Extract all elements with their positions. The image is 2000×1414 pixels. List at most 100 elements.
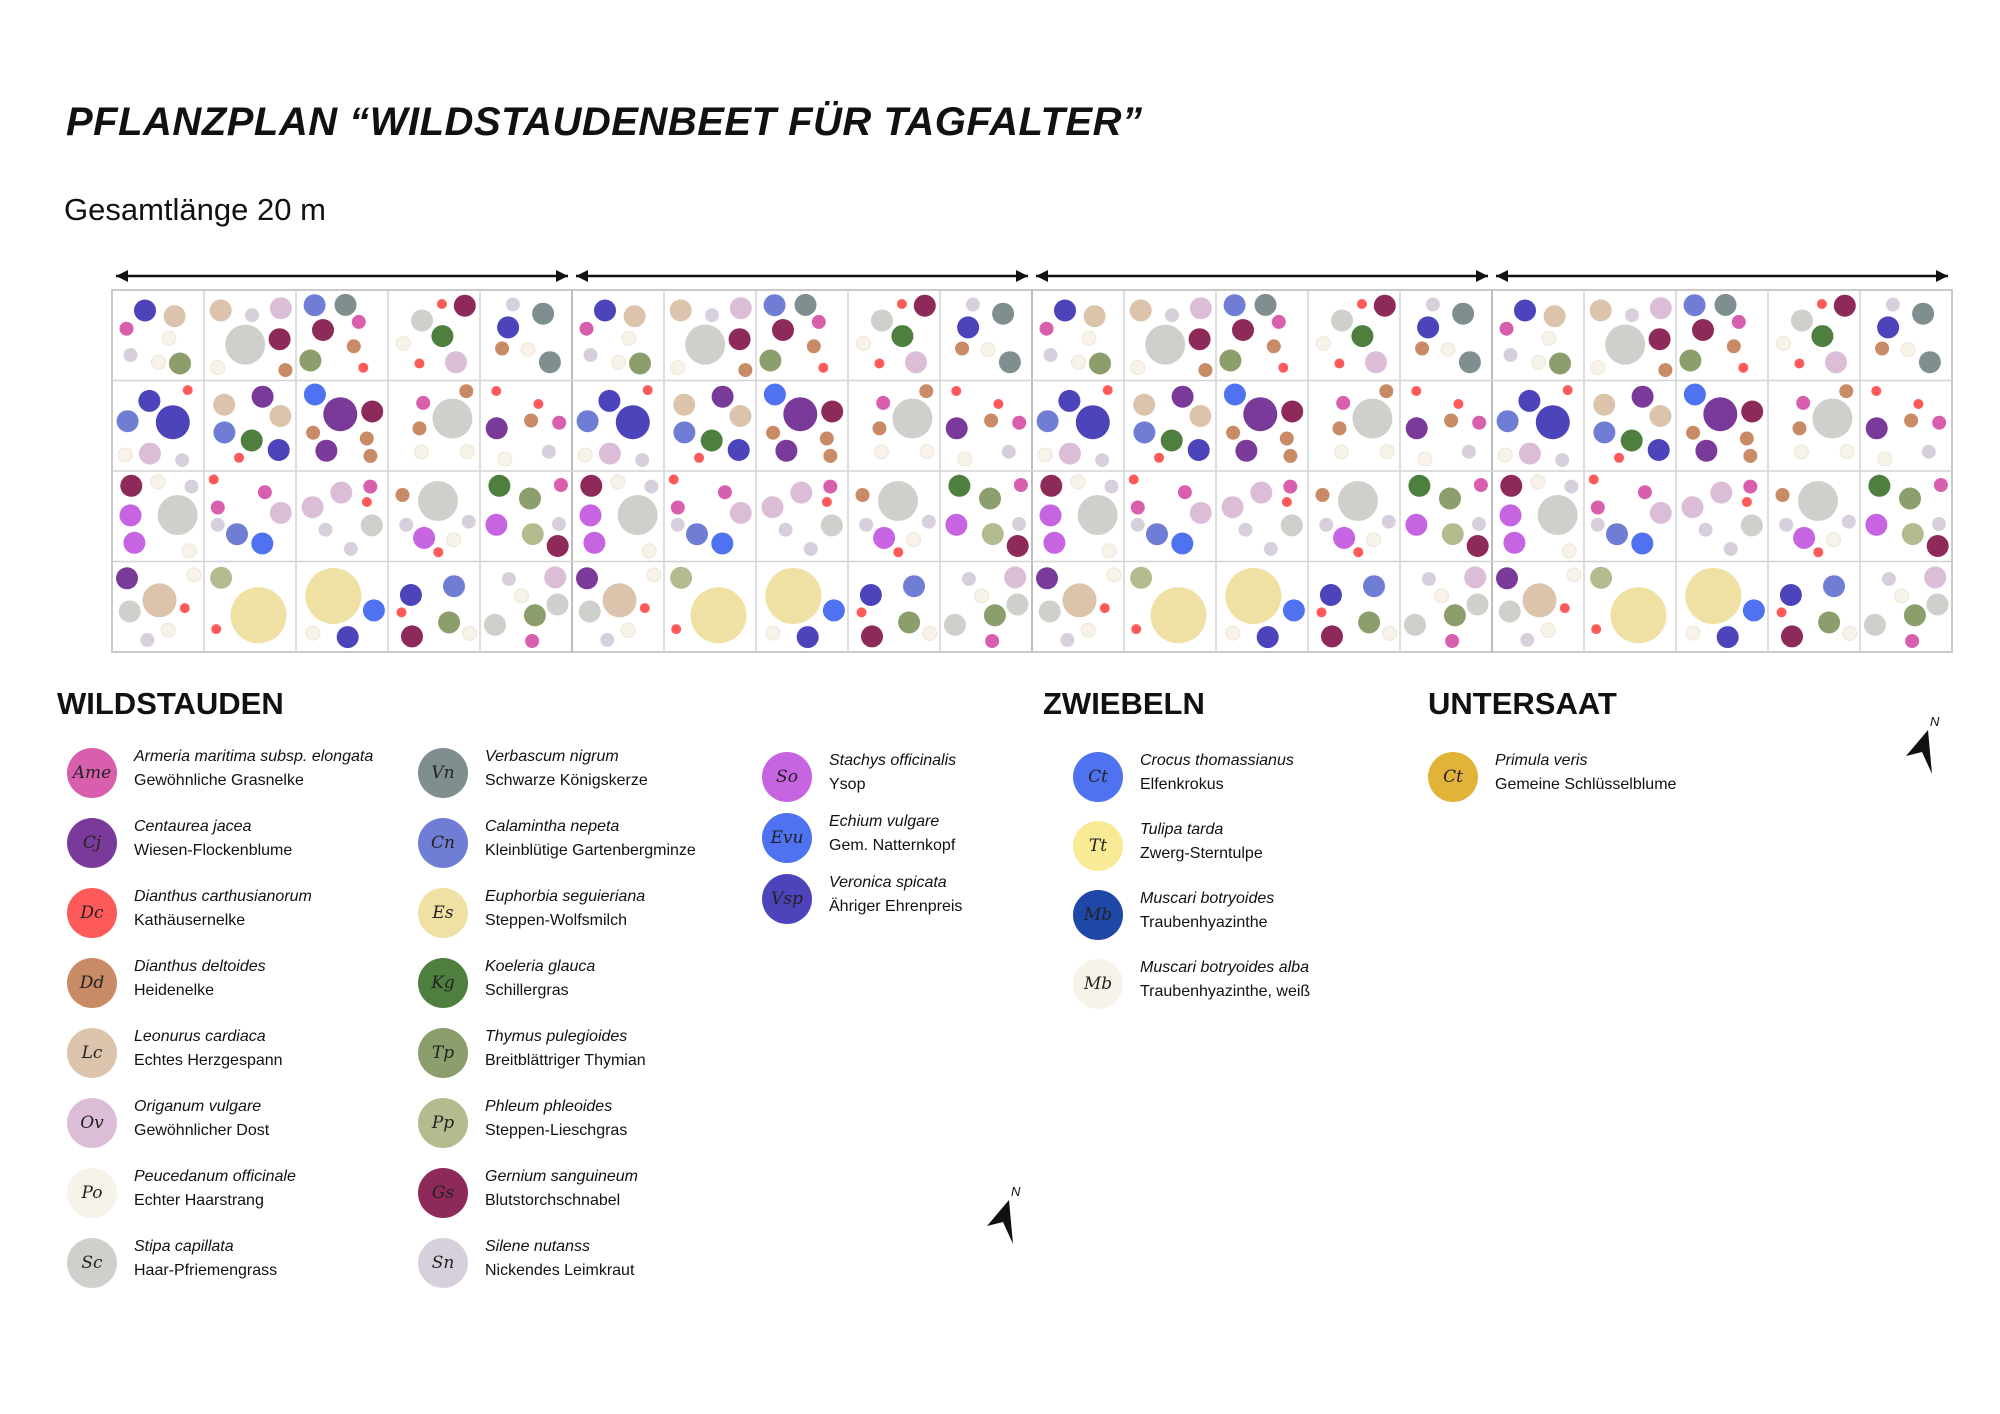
legend-common-name: Steppen-Lieschgras [485, 1122, 628, 1139]
plant-po [151, 354, 166, 370]
legend-common-name: Ähriger Ehrenpreis [829, 898, 963, 915]
plant-lc [1593, 393, 1616, 416]
plant-ame [1743, 479, 1758, 494]
plant-dd [984, 413, 999, 428]
plant-tp [1679, 349, 1702, 372]
legend-common-name: Kleinblütige Gartenbergminze [485, 842, 696, 859]
legend-swatch: Kg [418, 958, 468, 1008]
plant-dc [1913, 399, 1924, 409]
plant-dc [893, 547, 904, 558]
plant-sn [175, 453, 190, 468]
plant-pp [981, 523, 1004, 546]
plant-vn [1458, 351, 1481, 374]
plant-ame [1012, 415, 1027, 430]
legend-latin-name: Dianthus carthusianorum [134, 888, 312, 905]
plant-tp [299, 349, 322, 372]
plant-po [1081, 330, 1097, 346]
plant-ame [823, 479, 838, 494]
plant-gs [1040, 474, 1063, 497]
plant-sn [245, 308, 259, 323]
plant-cn [673, 421, 696, 444]
plant-tp [898, 611, 921, 634]
plant-sc [1740, 514, 1763, 537]
plant-dc [1411, 386, 1422, 396]
plant-dc [361, 497, 372, 507]
plant-dd [395, 488, 410, 502]
plant-cj [1171, 385, 1194, 408]
plant-gs [401, 625, 423, 648]
plant-dc [1099, 603, 1110, 614]
plant-po [1101, 543, 1117, 559]
legend-latin-name: Veronica spicata [829, 874, 947, 891]
plant-ov [790, 481, 813, 504]
plant-vsp [1058, 389, 1081, 412]
plant-sc [1812, 398, 1853, 439]
plant-tp [1089, 352, 1111, 375]
plant-cj [711, 385, 734, 408]
legend-swatch: Cj [67, 818, 117, 868]
arrow-head [1936, 270, 1948, 282]
plant-vsp [155, 405, 190, 440]
plant-tp [1549, 352, 1571, 375]
plant-vn [1452, 302, 1475, 325]
plant-ov [330, 481, 353, 504]
plant-ov [761, 496, 784, 519]
legend-swatch: Gs [418, 1168, 468, 1218]
plant-ame [1283, 479, 1298, 494]
plant-ame [1013, 478, 1028, 492]
plant-ov [1649, 501, 1672, 524]
plant-ame [416, 395, 431, 410]
plant-sn [1841, 514, 1856, 529]
legend-latin-name: Primula veris [1495, 752, 1588, 769]
plant-po [520, 342, 536, 358]
plant-gs [1466, 535, 1489, 557]
plant-ov [1924, 566, 1947, 589]
plant-kg [240, 429, 263, 452]
plant-cn [1606, 523, 1628, 546]
plant-ame [1731, 314, 1746, 329]
legend-common-name: Heidenelke [134, 982, 215, 999]
plant-ame [1905, 634, 1920, 648]
legend-common-name: Breitblättriger Thymian [485, 1052, 646, 1069]
plant-lc [1133, 393, 1156, 416]
plant-sn [778, 522, 793, 537]
plant-vsp [1877, 316, 1900, 339]
plant-lc [729, 405, 752, 427]
plant-sc [1077, 495, 1118, 535]
plant-dc [874, 358, 885, 369]
plant-tp [1439, 487, 1461, 510]
page-title: PFLANZPLAN “WILDSTAUDENBEET FÜR TAGFALTE… [66, 100, 1143, 144]
plant-ame [1473, 478, 1488, 492]
plant-dc [821, 497, 832, 507]
plant-gs [546, 535, 569, 557]
legend-swatch: Sn [418, 1238, 468, 1288]
plant-cn [443, 575, 465, 598]
plant-cj [1865, 417, 1888, 440]
plant-sn [461, 514, 476, 529]
arrow-head [1036, 270, 1048, 282]
plant-dd [1839, 384, 1854, 399]
plant-dc [896, 299, 907, 309]
plant-gs [453, 294, 476, 317]
plant-vn [1254, 293, 1277, 316]
plant-sc [411, 309, 433, 332]
plant-cj [783, 397, 818, 432]
plant-sn [859, 517, 874, 532]
plant-po [957, 451, 973, 467]
planting-plan [111, 270, 1953, 653]
plant-so [1333, 526, 1356, 549]
plant-dd [806, 339, 821, 354]
plant-po [611, 354, 626, 370]
plant-ame [1472, 415, 1487, 430]
plant-dd [1739, 431, 1754, 446]
plant-po [446, 532, 461, 548]
plant-dc [642, 385, 653, 396]
plant-dd [346, 339, 361, 354]
plant-gs [1321, 625, 1343, 648]
plant-tp [519, 487, 541, 510]
plant-gs [1232, 319, 1254, 341]
plant-es [1610, 587, 1667, 644]
plant-gs [1833, 294, 1856, 317]
plant-sn [1130, 517, 1145, 532]
legend-swatch: Dd [67, 958, 117, 1008]
